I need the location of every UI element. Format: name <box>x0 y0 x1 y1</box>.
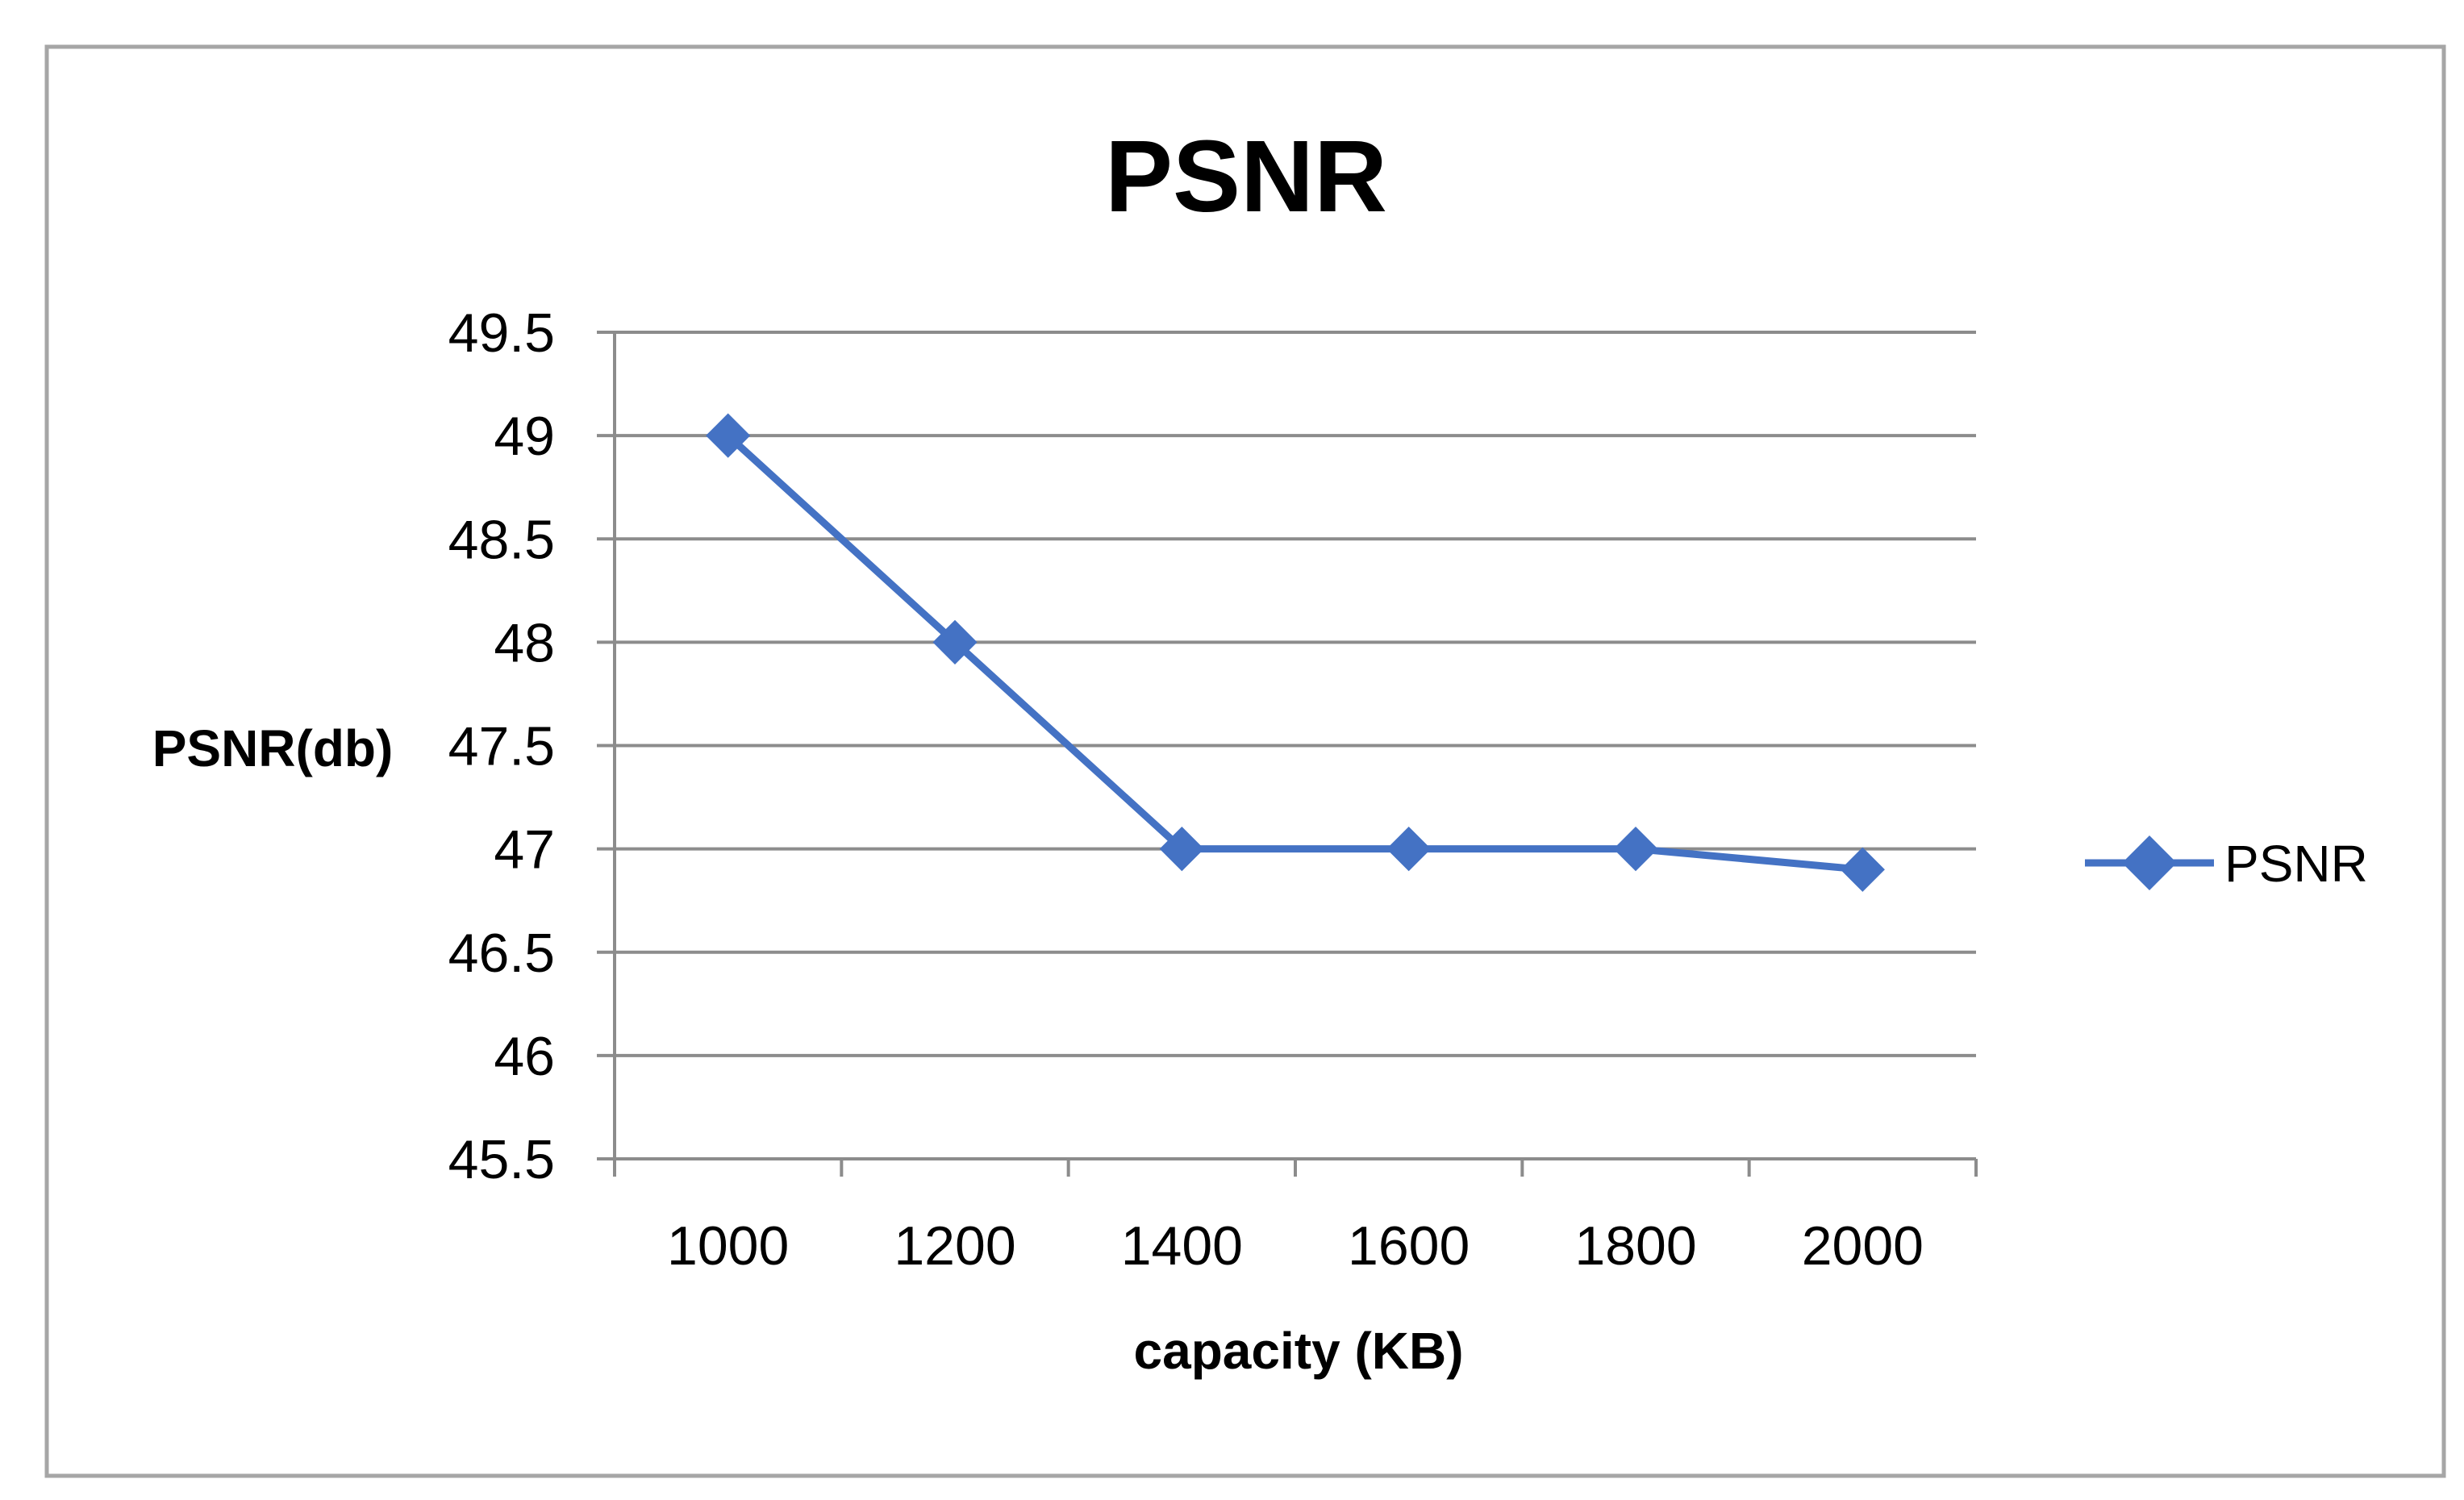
y-tick-label-46.5: 46.5 <box>448 923 555 984</box>
data-point-1400 <box>1159 827 1204 872</box>
legend-diamond-marker <box>2122 835 2177 890</box>
y-tick-label-49: 49 <box>494 406 555 467</box>
y-axis-tick-labels: 45.5 46 46.5 47 47.5 48 48.5 49 49.5 <box>448 302 555 1190</box>
y-tick-label-47: 47 <box>494 819 555 881</box>
y-tick-label-47.5: 47.5 <box>448 716 555 777</box>
chart-title: PSNR <box>1105 119 1387 233</box>
data-point-1200 <box>932 619 978 665</box>
x-tick-label-1200: 1200 <box>894 1215 1015 1277</box>
y-tick-label-48.5: 48.5 <box>448 509 555 570</box>
legend-label: PSNR <box>2224 835 2368 893</box>
x-tick-label-2000: 2000 <box>1802 1215 1924 1277</box>
x-tick-label-1600: 1600 <box>1348 1215 1470 1277</box>
series-psnr <box>706 413 1885 892</box>
y-tick-label-48: 48 <box>494 612 555 673</box>
data-point-1600 <box>1386 827 1432 872</box>
data-point-1000 <box>706 413 751 458</box>
x-tick-label-1400: 1400 <box>1121 1215 1243 1277</box>
y-tick-label-46: 46 <box>494 1026 555 1087</box>
data-point-2000 <box>1840 847 1885 892</box>
y-axis-title: PSNR(db) <box>152 719 394 777</box>
chart-frame <box>44 44 2446 1478</box>
legend: PSNR <box>2085 835 2368 893</box>
x-tick-label-1800: 1800 <box>1574 1215 1696 1277</box>
y-tick-label-45.5: 45.5 <box>448 1129 555 1190</box>
axes <box>597 331 1978 1177</box>
y-tick-label-49.5: 49.5 <box>448 302 555 364</box>
x-axis-title: capacity (KB) <box>1134 1322 1464 1380</box>
x-tick-label-1000: 1000 <box>667 1215 789 1277</box>
series-line-0 <box>725 432 1863 873</box>
data-point-1800 <box>1613 827 1658 872</box>
x-axis-tick-labels: 1000 1200 1400 1600 1800 2000 <box>667 1215 1924 1277</box>
